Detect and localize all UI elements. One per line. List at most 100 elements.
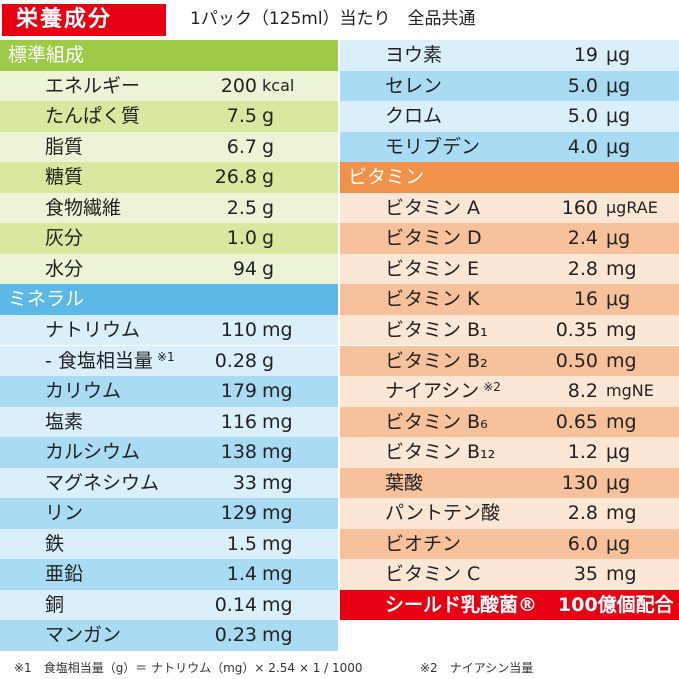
nutrient-row: マンガン 0.23 mg — [0, 620, 338, 651]
name-text: リン — [45, 502, 84, 525]
nutrient-unit: g — [262, 257, 275, 280]
name-text: ビタミン B₁₂ — [385, 441, 496, 464]
section-title: 標準組成 — [8, 44, 85, 66]
nutrient-row: 糖質 26.8 g — [0, 162, 338, 193]
nutrient-unit: mg — [606, 563, 637, 586]
nutrient-unit: mg — [262, 318, 293, 341]
name-text: 亜鉛 — [45, 563, 84, 586]
nutrient-row: モリブデン 4.0 μg — [340, 131, 679, 163]
highlight-row: シールド乳酸菌® 100億個配合 — [340, 589, 679, 621]
nutrient-name: ビタミン B₆ — [385, 407, 488, 438]
nutrient-name: 食物繊維 — [45, 193, 121, 224]
highlight-name: シールド乳酸菌® — [385, 593, 538, 616]
nutrient-value: 8.2 — [567, 380, 598, 403]
nutrient-value: 110 — [220, 318, 257, 341]
nutrient-value: 1.4 — [226, 563, 257, 586]
nutrient-row: ビタミン E 2.8 mg — [340, 253, 679, 285]
nutrient-name: 鉄 — [45, 529, 64, 560]
nutrient-name: 脂質 — [45, 132, 83, 163]
nutrient-name: マグネシウム — [45, 468, 159, 499]
nutrient-unit: g — [262, 196, 275, 219]
section-header: ビタミン — [340, 162, 679, 193]
nutrient-row: カルシウム 138 mg — [0, 437, 338, 468]
name-text: たんぱく質 — [45, 105, 141, 128]
nutrient-name: ヨウ素 — [385, 40, 442, 71]
name-text: 灰分 — [45, 227, 84, 250]
nutrient-value: 0.23 — [214, 624, 257, 647]
nutrient-unit: mg — [606, 318, 637, 341]
nutrient-name: ビタミン B₂ — [385, 346, 488, 377]
nutrient-unit: g — [262, 135, 275, 158]
nutrient-value: 0.14 — [214, 593, 257, 616]
nutrient-unit: μg — [606, 105, 631, 128]
name-text: ヨウ素 — [385, 44, 443, 66]
name-text: ビタミン B₁ — [385, 318, 488, 341]
nutrient-value: 7.5 — [226, 105, 257, 128]
name-text: ビタミン K — [385, 288, 480, 311]
subtitle: 1パック（125ml）当たり 全品共通 — [190, 9, 476, 29]
nutrient-row: ナトリウム 110 mg — [0, 314, 338, 346]
nutrient-name: たんぱく質 — [45, 101, 140, 132]
name-text: 葉酸 — [385, 471, 424, 494]
nutrient-name: ビオチン — [385, 529, 461, 560]
nutrient-row: ビタミン B₆ 0.65 mg — [340, 406, 679, 438]
highlight-value: 100億個配合 — [558, 593, 674, 616]
nutrient-unit: μg — [606, 288, 631, 311]
nutrient-row: ビオチン 6.0 μg — [340, 528, 679, 560]
name-text: ビタミン B₂ — [385, 349, 488, 372]
name-text: 糖質 — [45, 166, 84, 189]
nutrient-row: - 食塩相当量 ※1 0.28 g — [0, 345, 338, 377]
nutrient-name: ナイアシン ※2 — [385, 376, 501, 407]
nutrient-name: ビタミン K — [385, 284, 480, 315]
nutrient-unit: μg — [606, 44, 631, 66]
nutrient-row: ビタミン K 16 μg — [340, 284, 679, 315]
nutrient-row: 食物繊維 2.5 g — [0, 192, 338, 224]
nutrient-name: モリブデン — [385, 132, 480, 163]
nutrient-unit: g — [262, 349, 275, 372]
nutrient-unit: μgRAE — [606, 197, 658, 217]
nutrient-name: リン — [45, 498, 83, 529]
nutrient-name: 糖質 — [45, 162, 83, 193]
nutrient-name: 銅 — [45, 590, 64, 621]
name-text: カリウム — [45, 380, 122, 403]
nutrient-name: ビタミン B₁ — [385, 315, 488, 346]
name-text: マグネシウム — [45, 471, 160, 494]
nutrient-unit: mg — [262, 471, 293, 494]
nutrient-name: ビタミン A — [385, 193, 480, 224]
nutrient-name: ビタミン C — [385, 559, 480, 590]
nutrient-unit: μg — [606, 532, 631, 555]
name-text: 水分 — [45, 257, 84, 280]
nutrient-row: 鉄 1.5 mg — [0, 528, 338, 560]
section-header: 標準組成 — [0, 40, 338, 71]
name-text: - 食塩相当量 — [45, 349, 153, 372]
nutrient-value: 94 — [232, 257, 257, 280]
nutrient-unit: μg — [606, 227, 631, 250]
nutrient-row: カリウム 179 mg — [0, 376, 338, 407]
nutrient-unit: μg — [606, 135, 631, 158]
name-text: 鉄 — [45, 532, 65, 555]
nutrient-unit: g — [262, 166, 275, 189]
nutrient-name: 葉酸 — [385, 468, 423, 499]
nutrient-row: ビタミン B₂ 0.50 mg — [340, 345, 679, 377]
nutrient-row: セレン 5.0 μg — [340, 70, 679, 102]
nutrient-unit: mg — [606, 349, 637, 372]
nutrient-value: 5.0 — [567, 74, 598, 97]
nutrient-unit: mg — [262, 410, 293, 433]
name-text: エネルギー — [45, 74, 141, 97]
name-text: ビオチン — [385, 532, 462, 555]
footnote: ※1 食塩相当量（g）＝ ナトリウム（mg）× 2.54 × 1 / 1000 — [14, 661, 363, 675]
nutrient-value: 129 — [220, 502, 257, 525]
nutrient-value: 1.0 — [226, 227, 257, 250]
nutrient-unit: μg — [606, 441, 631, 464]
nutrient-row: パントテン酸 2.8 mg — [340, 498, 679, 529]
nutrient-unit: mg — [262, 502, 293, 525]
nutrient-value: 35 — [573, 563, 598, 586]
name-text: ビタミン B₆ — [385, 410, 488, 433]
nutrient-value: 19 — [573, 44, 598, 66]
name-text: パントテン酸 — [385, 502, 500, 525]
nutrient-unit: mg — [262, 624, 293, 647]
nutrient-value: 0.35 — [555, 318, 598, 341]
nutrient-name: カリウム — [45, 376, 121, 407]
nutrient-name: ビタミン B₁₂ — [385, 437, 495, 468]
